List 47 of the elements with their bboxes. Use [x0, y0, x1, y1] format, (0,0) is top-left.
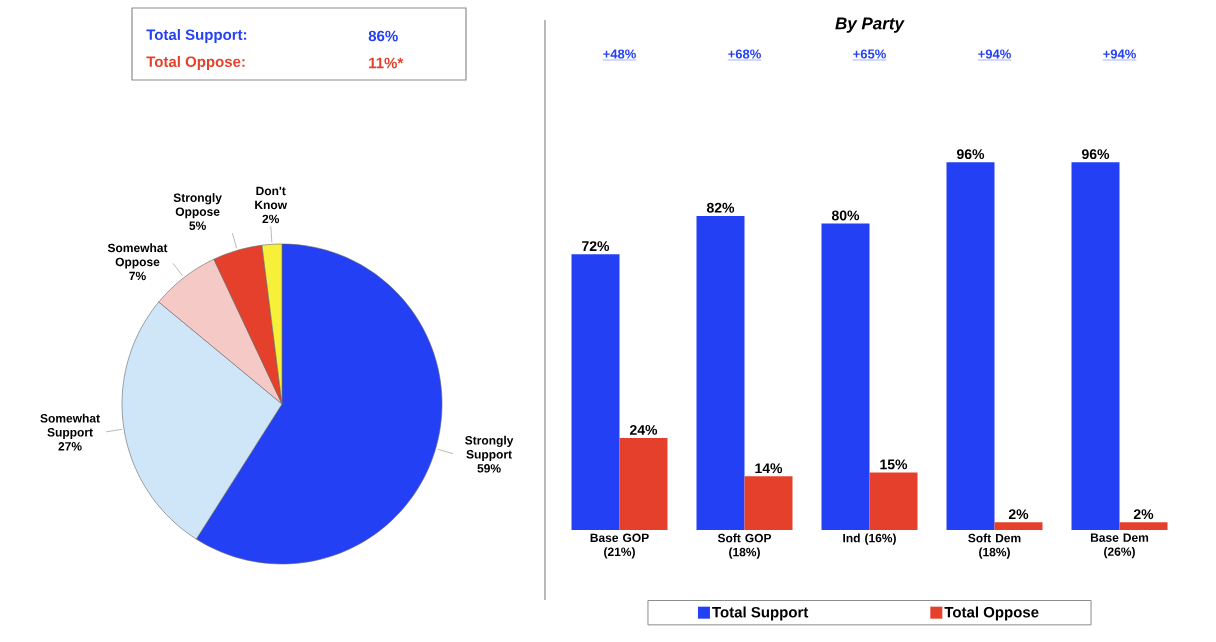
bar: [946, 162, 995, 530]
text: Total Support:: [146, 29, 247, 43]
data-label: 24%: [629, 424, 658, 435]
data-label: 59%: [477, 464, 501, 473]
data-label: 27%: [58, 442, 82, 451]
data-label: 82%: [706, 202, 735, 213]
data-label: 72%: [582, 241, 610, 252]
x-tick-label: Base Dem (26%): [1090, 533, 1149, 559]
text: 86%: [368, 30, 398, 42]
x-tick-label: Base GOP (21%): [590, 533, 649, 559]
x-tick-label: Ind (16%): [843, 533, 896, 545]
text: Total Oppose:: [146, 56, 245, 70]
text: +68%: [728, 49, 761, 59]
data-label: 7%: [129, 271, 146, 281]
slice-label: Strongly Oppose: [173, 193, 222, 219]
slice-label: Strongly Support: [465, 435, 514, 461]
legend-label: Total Support: [712, 606, 809, 621]
bar: [821, 223, 870, 530]
bar: [619, 438, 668, 530]
text: +94%: [978, 49, 1011, 59]
bar: [1071, 162, 1120, 530]
bar: [1119, 522, 1168, 530]
bar: [869, 472, 918, 530]
data-label: 96%: [1081, 149, 1110, 160]
data-label: 80%: [831, 210, 860, 221]
data-label: 5%: [189, 221, 206, 230]
data-label: 2%: [1133, 509, 1154, 520]
legend-label: Total Oppose: [944, 606, 1039, 621]
text: 11%*: [369, 57, 404, 69]
data-label: 14%: [755, 463, 783, 474]
x-tick-label: Soft Dem (18%): [968, 533, 1021, 559]
slice-label: Don't Know: [255, 186, 288, 210]
chart-title: By Party: [835, 17, 905, 33]
bar: [994, 522, 1043, 530]
text: +65%: [853, 49, 886, 59]
bar: [571, 254, 620, 530]
data-label: 96%: [956, 149, 985, 160]
data-label: 2%: [1008, 509, 1029, 520]
data-label: 15%: [880, 459, 908, 470]
text: +94%: [1103, 49, 1136, 59]
bar: [744, 476, 793, 530]
slice-label: Somewhat Oppose: [107, 243, 168, 269]
text: +48%: [603, 49, 636, 59]
x-tick-label: Soft GOP (18%): [717, 533, 772, 559]
data-label: 2%: [262, 214, 280, 224]
slice-label: Somewhat Support: [40, 413, 100, 439]
bar: [696, 215, 745, 530]
